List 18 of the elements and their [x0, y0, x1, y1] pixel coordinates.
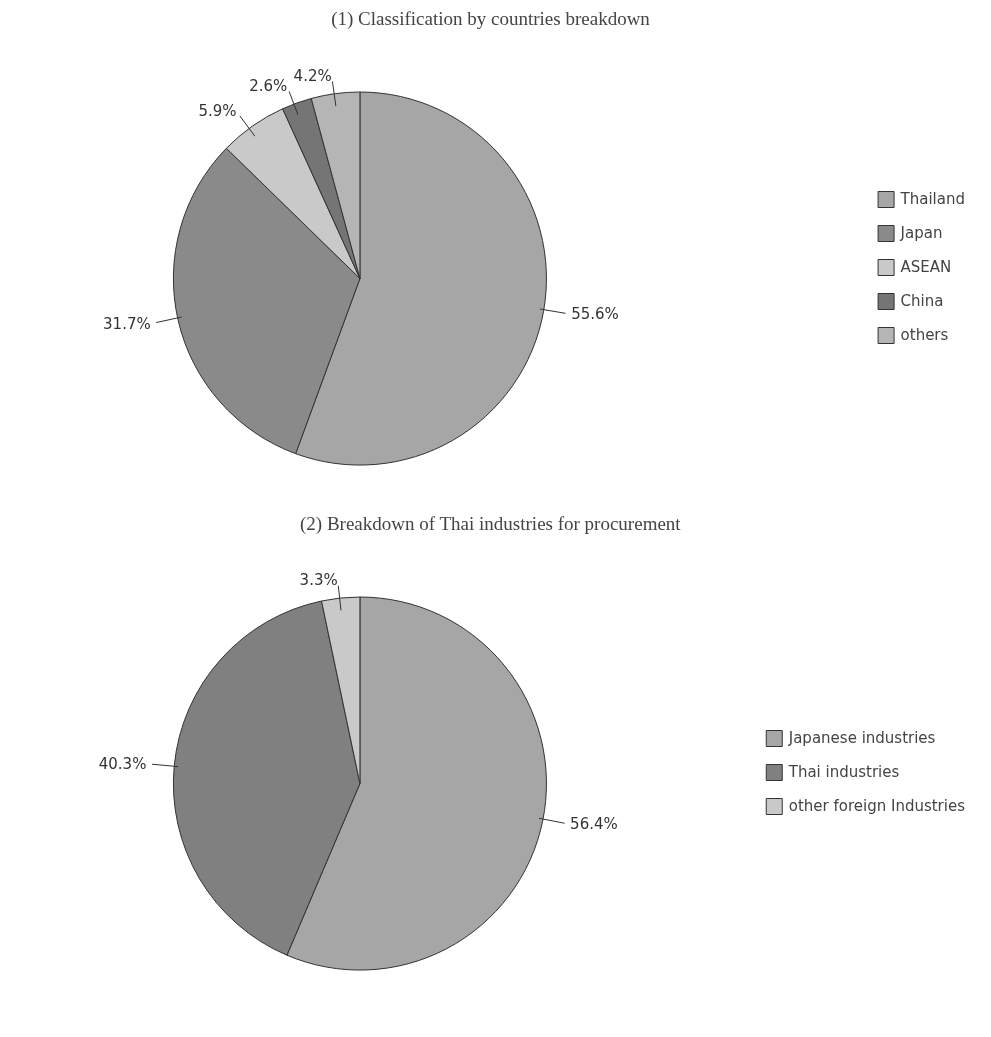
chart-title: (2) Breakdown of Thai industries for procurement	[300, 512, 682, 535]
legend-label: China	[900, 291, 944, 310]
data-label: 5.9%	[198, 102, 237, 121]
data-label: 4.2%	[293, 67, 332, 86]
legend-label: Japanese industries	[788, 728, 936, 747]
legend-label: Thai industries	[788, 762, 900, 781]
data-label: 40.3%	[98, 754, 147, 773]
data-label: 31.7%	[103, 314, 151, 333]
legend-label: other foreign Industries	[788, 796, 965, 815]
legend-label: others	[900, 325, 949, 344]
data-label: 2.6%	[249, 77, 288, 96]
legend-label: ASEAN	[900, 257, 952, 276]
data-label: 56.4%	[570, 815, 618, 834]
legend-label: Thailand	[900, 189, 965, 208]
data-label: 55.6%	[571, 305, 619, 324]
data-label: 3.3%	[299, 571, 338, 590]
legend-label: Japan	[900, 223, 943, 242]
chart-title: (1) Classification by countries breakdown	[331, 7, 651, 30]
